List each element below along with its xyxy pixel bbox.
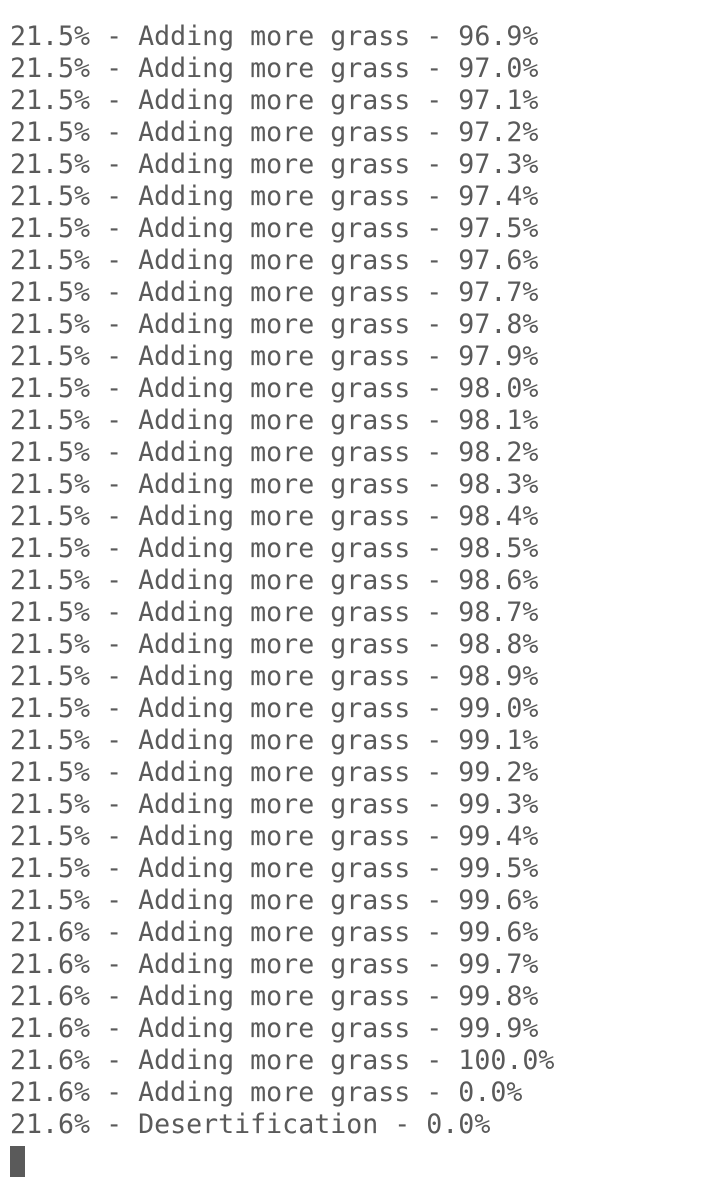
log-line: 21.5% - Adding more grass - 98.3% [10, 469, 539, 500]
log-line: 21.5% - Adding more grass - 97.6% [10, 245, 539, 276]
log-line: 21.5% - Adding more grass - 96.9% [10, 21, 539, 52]
log-line: 21.5% - Adding more grass - 99.3% [10, 789, 539, 820]
log-line: 21.6% - Adding more grass - 99.9% [10, 1013, 539, 1044]
log-line: 21.6% - Adding more grass - 0.0% [10, 1077, 523, 1108]
terminal-prompt-row[interactable] [10, 1141, 706, 1177]
terminal-output: 21.5% - Adding more grass - 96.9% 21.5% -… [10, 21, 706, 1141]
log-line: 21.5% - Adding more grass - 97.9% [10, 341, 539, 372]
log-line: 21.6% - Adding more grass - 99.7% [10, 949, 539, 980]
log-line: 21.5% - Adding more grass - 99.6% [10, 885, 539, 916]
log-line: 21.5% - Adding more grass - 97.4% [10, 181, 539, 212]
log-line: 21.5% - Adding more grass - 97.0% [10, 53, 539, 84]
log-line: 21.5% - Adding more grass - 98.9% [10, 661, 539, 692]
log-line: 21.5% - Adding more grass - 97.3% [10, 149, 539, 180]
log-line: 21.5% - Adding more grass - 98.0% [10, 373, 539, 404]
log-line: 21.5% - Adding more grass - 98.8% [10, 629, 539, 660]
log-line: 21.5% - Adding more grass - 97.5% [10, 213, 539, 244]
log-line: 21.6% - Adding more grass - 99.6% [10, 917, 539, 948]
log-line: 21.6% - Desertification - 0.0% [10, 1109, 491, 1140]
log-line: 21.5% - Adding more grass - 99.5% [10, 853, 539, 884]
terminal-cursor [10, 1146, 25, 1177]
log-line: 21.6% - Adding more grass - 100.0% [10, 1045, 555, 1076]
log-line: 21.5% - Adding more grass - 99.4% [10, 821, 539, 852]
log-line: 21.5% - Adding more grass - 99.0% [10, 693, 539, 724]
log-line: 21.5% - Adding more grass - 99.1% [10, 725, 539, 756]
log-line: 21.5% - Adding more grass - 98.6% [10, 565, 539, 596]
log-line: 21.5% - Adding more grass - 98.5% [10, 533, 539, 564]
log-line: 21.5% - Adding more grass - 97.2% [10, 117, 539, 148]
log-line: 21.6% - Adding more grass - 99.8% [10, 981, 539, 1012]
log-line: 21.5% - Adding more grass - 98.1% [10, 405, 539, 436]
log-line: 21.5% - Adding more grass - 98.7% [10, 597, 539, 628]
log-line: 21.5% - Adding more grass - 97.1% [10, 85, 539, 116]
log-line: 21.5% - Adding more grass - 98.4% [10, 501, 539, 532]
log-line: 21.5% - Adding more grass - 98.2% [10, 437, 539, 468]
log-line: 21.5% - Adding more grass - 97.8% [10, 309, 539, 340]
log-line: 21.5% - Adding more grass - 97.7% [10, 277, 539, 308]
log-line: 21.5% - Adding more grass - 99.2% [10, 757, 539, 788]
